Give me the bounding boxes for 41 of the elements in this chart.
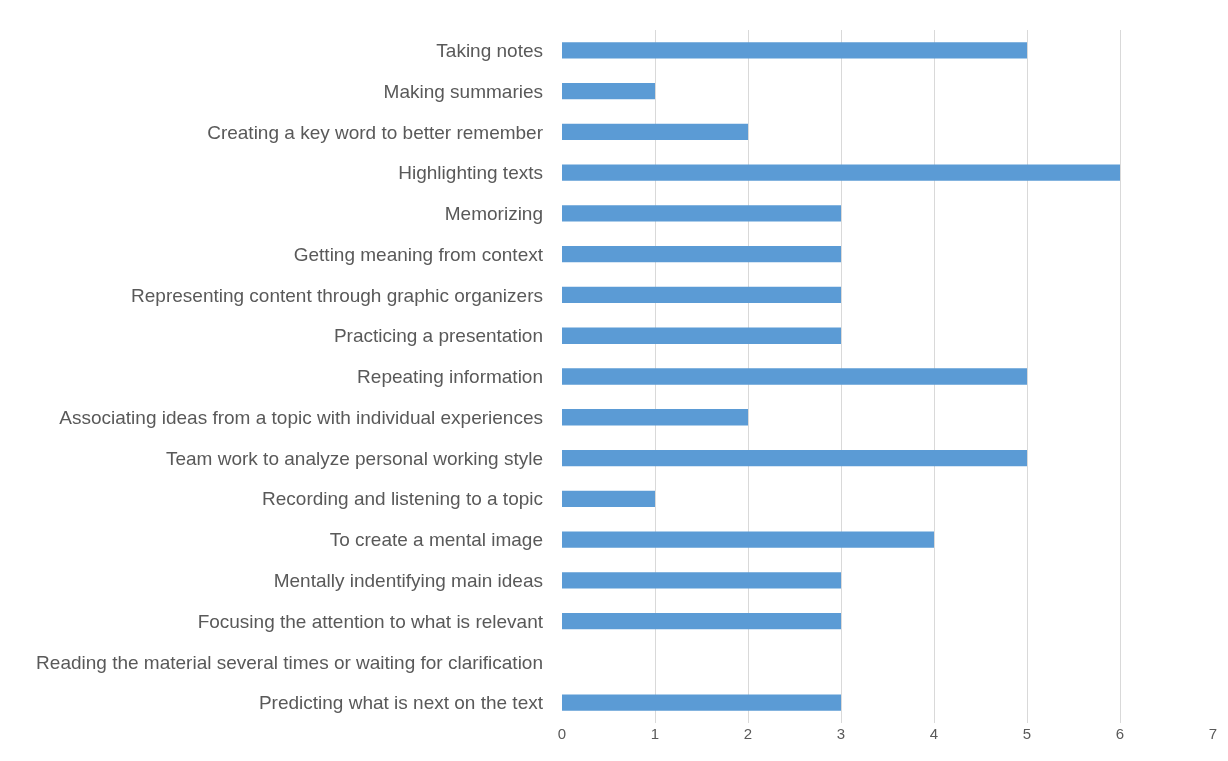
bar bbox=[562, 123, 748, 141]
y-tick-label: Creating a key word to better remember bbox=[207, 121, 544, 143]
y-tick-label: Team work to analyze personal working style bbox=[165, 447, 543, 469]
x-tick-label: 7 bbox=[1208, 725, 1218, 742]
y-tick-label: Taking notes bbox=[436, 40, 543, 62]
bar bbox=[562, 449, 1027, 467]
y-tick-label: Repeating information bbox=[357, 366, 543, 388]
x-tick-label: 3 bbox=[836, 725, 846, 742]
bar bbox=[562, 368, 1027, 385]
bar bbox=[562, 164, 1120, 181]
y-tick-label: Associating ideas from a topic with individual experiences bbox=[59, 406, 543, 428]
bar bbox=[562, 612, 841, 630]
y-tick-label: Predicting what is next on the text bbox=[258, 692, 544, 714]
y-tick-label: Reading the material several times or waiting for clarification bbox=[36, 651, 543, 673]
y-tick-label: Practicing a presentation bbox=[333, 325, 543, 347]
y-tick-label: Mentally indentifying main ideas bbox=[273, 569, 543, 591]
y-tick-label: Making summaries bbox=[383, 80, 543, 102]
y-tick-label: Focusing the attention to what is relevant bbox=[197, 610, 544, 632]
bar bbox=[562, 246, 841, 263]
x-tick-label: 5 bbox=[1022, 725, 1032, 742]
bar bbox=[562, 82, 655, 100]
y-tick-label: Memorizing bbox=[444, 203, 543, 225]
y-tick-label: Highlighting texts bbox=[398, 162, 543, 184]
bar bbox=[562, 490, 655, 507]
bar bbox=[562, 572, 841, 589]
y-tick-label: Getting meaning from context bbox=[293, 243, 544, 265]
bar bbox=[562, 327, 841, 344]
x-tick-label: 6 bbox=[1115, 725, 1125, 742]
bar bbox=[562, 286, 841, 304]
y-tick-label: Recording and listening to a topic bbox=[262, 488, 543, 510]
y-tick-label: To create a mental image bbox=[329, 529, 543, 551]
bar bbox=[562, 409, 748, 426]
bar bbox=[562, 694, 841, 711]
x-tick-label: 1 bbox=[650, 725, 660, 742]
x-tick-label: 2 bbox=[743, 725, 753, 742]
bar bbox=[562, 42, 1027, 59]
y-tick-label: Representing content through graphic organizers bbox=[131, 284, 543, 306]
bar bbox=[562, 205, 841, 222]
bar bbox=[562, 531, 934, 548]
x-tick-label: 0 bbox=[557, 725, 567, 742]
x-tick-label: 4 bbox=[929, 725, 939, 742]
